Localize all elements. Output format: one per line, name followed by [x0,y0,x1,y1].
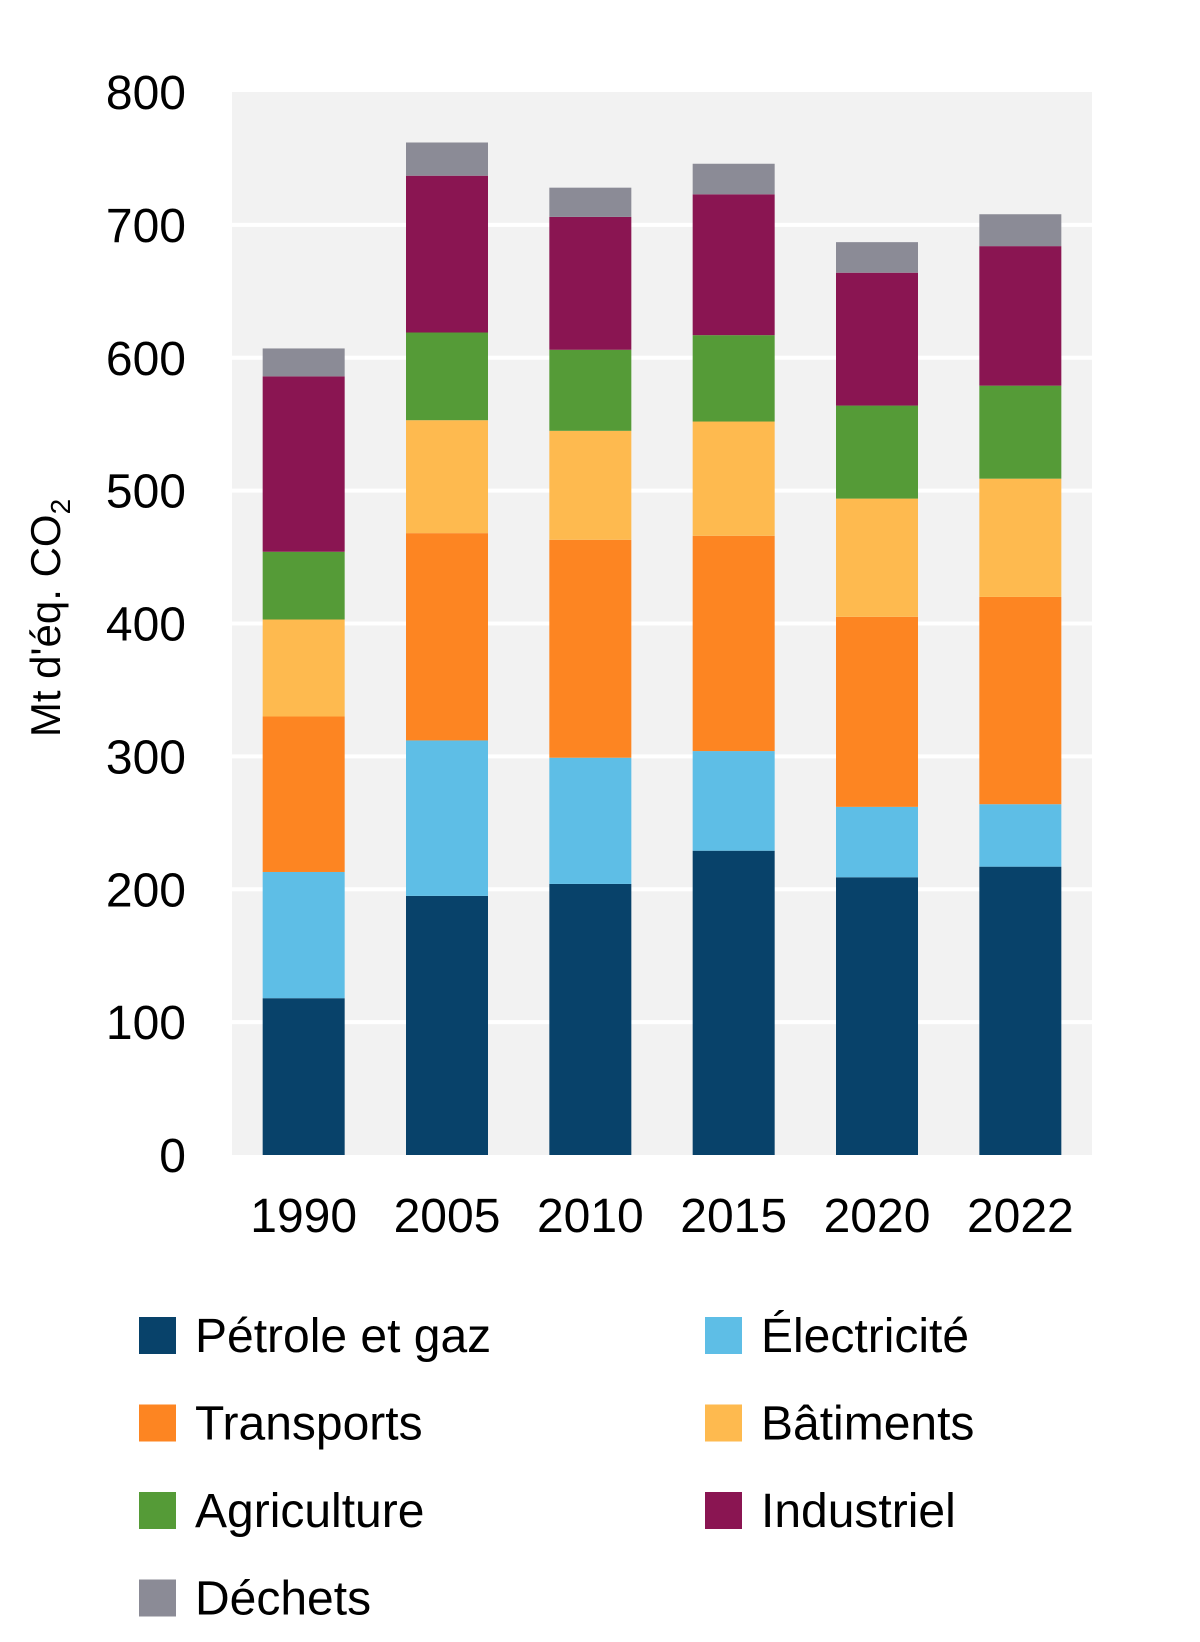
gridlines [232,222,1092,1025]
x-tick-label: 2020 [824,1190,931,1243]
bar-segment [406,175,488,333]
bar-segment [692,421,775,536]
bar-segment [836,272,918,406]
bar-segment [406,533,488,741]
legend: Pétrole et gaz Électricité Transports Bâtim… [139,1310,974,1626]
legend-item: Bâtiments [705,1398,974,1451]
bar-segment [262,348,345,377]
y-axis-title: Mt d'éq. CO2 [22,499,76,737]
legend-swatch [705,1492,742,1529]
bar-segment [836,498,918,617]
bar-segment [692,751,775,851]
bar-segment [549,430,632,540]
legend-label: Industriel [761,1485,956,1538]
legend-label: Bâtiments [761,1398,974,1451]
bar-segment [262,376,345,552]
bar-segment [692,194,775,336]
x-tick-label: 1990 [250,1190,357,1243]
y-tick-label: 300 [106,731,186,784]
legend-swatch [139,1404,176,1442]
bar-segment [262,871,345,999]
y-tick-label: 0 [159,1130,186,1183]
legend-label: Agriculture [195,1485,424,1538]
x-tick-label: 2022 [967,1190,1074,1243]
bar-segment [836,616,918,807]
bar-segment [979,866,1062,1155]
bar-segment [262,551,345,620]
legend-label: Électricité [761,1310,969,1363]
legend-item: Pétrole et gaz [139,1310,491,1363]
y-axis-title-subscript: 2 [45,499,76,515]
y-tick-label: 100 [106,997,186,1050]
legend-swatch [705,1404,742,1442]
legend-item: Agriculture [139,1485,424,1538]
bar-segment [692,335,775,422]
bar-segment [406,332,488,421]
bar-segment [262,998,345,1155]
bar-segment [979,246,1062,386]
bar-segment [406,740,488,896]
x-tick-label: 2015 [680,1190,787,1243]
bar-segment [406,420,488,534]
bar-segment [692,850,775,1155]
bars [262,142,1062,1155]
legend-label: Transports [195,1398,423,1451]
bar-segment [836,877,918,1155]
y-tick-labels: 0 100 200 300 400 500 600 700 800 [106,67,186,1183]
legend-item: Électricité [705,1310,969,1363]
bar-segment [836,806,918,878]
bar-segment [549,216,632,350]
bar-segment [549,187,632,217]
bar-segment [262,619,345,717]
bar-segment [836,405,918,499]
y-tick-label: 700 [106,200,186,253]
bar-segment [549,883,632,1155]
legend-swatch [139,1317,176,1354]
legend-item: Déchets [139,1573,371,1626]
bar-segment [836,242,918,273]
legend-label: Déchets [195,1573,371,1626]
bar-segment [979,385,1062,479]
y-tick-label: 400 [106,599,186,652]
bar-segment [549,539,632,758]
legend-swatch [139,1492,176,1529]
bar-segment [979,596,1062,805]
legend-swatch [705,1317,742,1354]
y-tick-label: 600 [106,333,186,386]
bar-segment [406,142,488,176]
x-tick-label: 2005 [394,1190,501,1243]
x-tick-label: 2010 [537,1190,644,1243]
x-tick-labels: 1990 2005 2010 2015 2020 2022 [250,1190,1073,1243]
legend-item: Industriel [705,1485,956,1538]
bar-segment [979,478,1062,597]
legend-label: Pétrole et gaz [195,1310,491,1363]
bar-segment [692,535,775,752]
legend-swatch [139,1579,176,1617]
bar-segment [406,895,488,1155]
bar-segment [549,349,632,431]
bar-segment [549,757,632,884]
y-tick-label: 200 [106,864,186,917]
bar-segment [979,804,1062,867]
y-tick-label: 500 [106,466,186,519]
bar-segment [262,716,345,872]
legend-item: Transports [139,1398,423,1451]
y-tick-label: 800 [106,67,186,120]
bar-segment [692,163,775,195]
bar-segment [979,214,1062,247]
